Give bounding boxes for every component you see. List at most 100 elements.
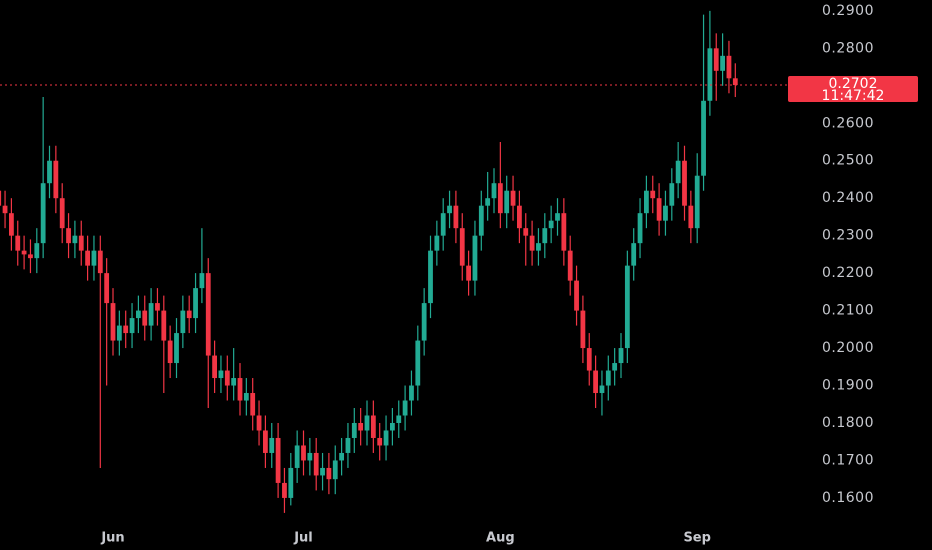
candle-body <box>370 415 376 438</box>
candle-body <box>218 370 224 379</box>
candle-body <box>282 482 287 498</box>
candle-body <box>586 348 592 371</box>
candle-body <box>174 333 179 364</box>
candle-body <box>301 445 306 461</box>
candle-body <box>358 422 364 431</box>
candle-body <box>256 415 262 431</box>
candle-body <box>593 370 598 394</box>
y-tick-label: 0.1700 <box>822 452 874 468</box>
y-tick-label: 0.2000 <box>822 340 874 356</box>
candle-body <box>294 445 300 468</box>
candle-body <box>339 452 344 461</box>
candle-body <box>129 318 135 334</box>
candle-body <box>637 213 643 244</box>
candle-body <box>390 422 395 431</box>
candle-body <box>28 254 33 259</box>
candle-body <box>536 243 541 251</box>
candle-body <box>313 452 319 476</box>
y-tick-label: 0.2100 <box>822 303 874 319</box>
candle-body <box>669 183 675 206</box>
candle-body <box>548 220 554 229</box>
candle-body <box>517 205 522 229</box>
candle-body <box>186 310 192 319</box>
candle-body <box>15 235 21 251</box>
candle-body <box>85 250 90 266</box>
candle-body <box>656 198 662 221</box>
candle-body <box>523 228 529 236</box>
candle-body <box>21 250 27 255</box>
candle-body <box>320 467 325 476</box>
candle-body <box>675 160 681 184</box>
candle-body <box>618 348 624 364</box>
candle-body <box>529 235 535 251</box>
candle-body <box>574 280 579 311</box>
candle-body <box>542 228 548 244</box>
candle-body <box>231 378 237 386</box>
candle-body <box>478 205 484 236</box>
candle-body <box>409 385 414 401</box>
candle-body <box>631 243 637 266</box>
candle-body <box>497 183 503 214</box>
last-price-box <box>788 76 918 103</box>
candle-body <box>364 415 370 431</box>
candle-body <box>561 213 567 251</box>
x-tick-label: Jun <box>100 531 124 546</box>
candle-body <box>701 100 706 176</box>
candle-body <box>351 422 357 438</box>
candle-body <box>466 265 471 281</box>
candle-body <box>123 325 129 334</box>
countdown-label: 11:47:42 <box>822 88 885 104</box>
candle-body <box>288 467 294 498</box>
candle-body <box>644 190 649 214</box>
candle-body <box>91 250 97 266</box>
candle-body <box>307 452 313 461</box>
candle-body <box>332 460 338 480</box>
candle-body <box>707 48 713 101</box>
candle-body <box>555 213 560 221</box>
y-tick-label: 0.2500 <box>822 153 874 169</box>
y-tick-label: 0.2800 <box>822 40 874 56</box>
candle-body <box>136 310 141 319</box>
y-tick-label: 0.2200 <box>822 265 874 281</box>
candle-body <box>155 303 160 311</box>
candle-body <box>459 228 465 266</box>
x-tick-label: Jul <box>293 531 313 546</box>
candle-body <box>116 325 122 341</box>
candle-body <box>326 467 332 480</box>
candle-body <box>97 250 103 274</box>
candle-body <box>682 160 687 206</box>
candle-body <box>580 310 586 349</box>
candle-body <box>237 378 243 401</box>
y-tick-label: 0.2400 <box>822 190 874 206</box>
candle-body <box>269 437 275 453</box>
candle-body <box>510 190 516 206</box>
candle-body <box>428 250 433 304</box>
candle-body <box>491 183 497 199</box>
candle-body <box>421 303 427 341</box>
candle-body <box>275 437 281 483</box>
candle-body <box>650 190 656 199</box>
y-tick-label: 0.1600 <box>822 490 874 506</box>
last-price-label: 0.2702 <box>829 76 878 92</box>
candle-body <box>663 205 668 221</box>
candle-body <box>9 213 14 236</box>
candle-body <box>472 235 478 281</box>
candle-body <box>447 205 452 214</box>
candle-body <box>53 160 59 199</box>
candle-body <box>688 205 694 229</box>
candle-body <box>142 310 148 326</box>
candle-body <box>78 235 84 251</box>
candle-body <box>396 415 402 423</box>
y-tick-label: 0.1900 <box>822 378 874 394</box>
candle-body <box>40 183 46 244</box>
candle-body <box>599 385 605 394</box>
candle-body <box>243 393 249 401</box>
candle-body <box>180 310 186 334</box>
candle-body <box>2 205 8 214</box>
candle-body <box>167 340 173 364</box>
y-tick-label: 0.2900 <box>822 3 874 19</box>
candle-body <box>605 370 611 386</box>
candle-body <box>377 437 383 446</box>
